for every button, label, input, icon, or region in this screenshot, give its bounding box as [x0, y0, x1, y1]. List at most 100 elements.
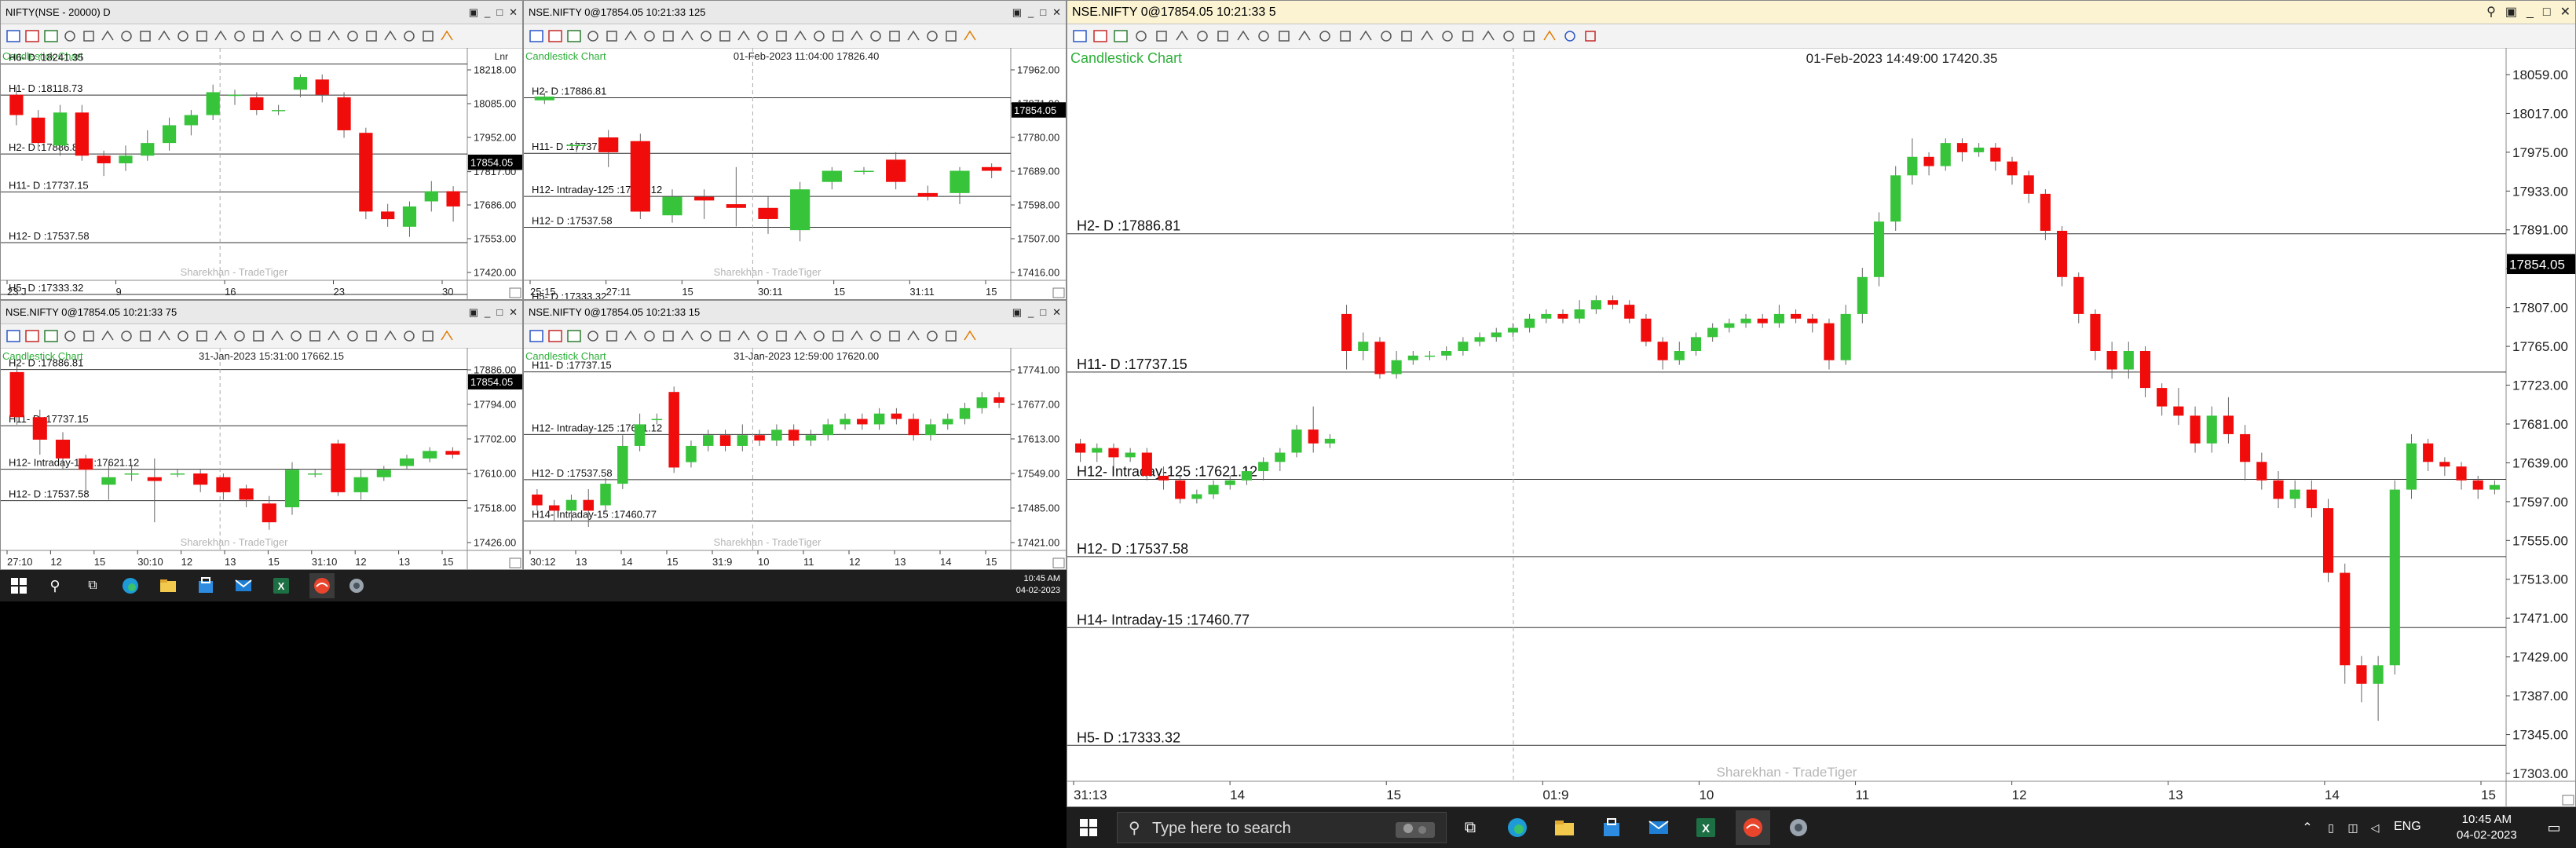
candle-down[interactable] — [548, 505, 560, 511]
toolbar-tool-icon[interactable] — [384, 30, 397, 41]
toolbar-tool-icon[interactable] — [889, 31, 900, 42]
candle-up[interactable] — [402, 206, 417, 227]
candle-down[interactable] — [331, 443, 346, 492]
toolbar-chart-icon[interactable] — [6, 330, 20, 342]
window-title-bar[interactable]: NSE.NIFTY 0@17854.05 10:21:33 125 ▣ _ □ ✕ — [524, 1, 1066, 24]
clock[interactable]: 10:45 AM 04-02-2023 — [2457, 812, 2517, 843]
tradetiger-icon[interactable] — [1736, 810, 1770, 845]
window-title-bar[interactable]: NSE.NIFTY 0@17854.05 10:21:33 5 ⚲ ▣ _ □ ✕ — [1067, 1, 2575, 24]
mail-icon[interactable] — [234, 576, 253, 595]
candle-down[interactable] — [2322, 508, 2334, 573]
store-icon[interactable] — [1601, 817, 1623, 839]
toolbar-tool-icon[interactable] — [158, 30, 170, 41]
candle-up[interactable] — [822, 424, 834, 436]
toolbar-tool-icon[interactable] — [1524, 31, 1535, 42]
candle-up[interactable] — [1940, 143, 1951, 166]
candle-down[interactable] — [857, 419, 868, 425]
candle-down[interactable] — [982, 166, 1002, 171]
toolbar-tool-icon[interactable] — [309, 331, 320, 342]
candle-down[interactable] — [726, 204, 746, 208]
candle-up[interactable] — [1724, 323, 1735, 328]
candle-up[interactable] — [662, 196, 682, 216]
candlestick-chart[interactable]: 18218.0018085.0017952.0017817.0017686.00… — [1, 48, 523, 300]
toolbar-tool-icon[interactable] — [624, 330, 637, 341]
toolbar-tool-icon[interactable] — [832, 331, 843, 342]
candle-down[interactable] — [79, 458, 93, 470]
toolbar-tool-icon[interactable] — [1503, 31, 1514, 42]
toolbar-tool-icon[interactable] — [309, 31, 320, 42]
candle-up[interactable] — [1291, 429, 1302, 453]
candle-down[interactable] — [9, 371, 24, 418]
candle-down[interactable] — [2157, 388, 2168, 407]
language-indicator[interactable]: ENG — [2394, 820, 2421, 833]
candle-up[interactable] — [423, 451, 437, 459]
maximize-icon[interactable]: □ — [1040, 306, 1047, 318]
chart-window-nifty-15[interactable]: NSE.NIFTY 0@17854.05 10:21:33 15 ▣ _ □ ✕ 17… — [523, 300, 1067, 570]
toolbar-chart-icon[interactable] — [529, 30, 543, 42]
toolbar-tool-icon[interactable] — [64, 331, 75, 342]
toolbar-tool-icon[interactable] — [1298, 30, 1311, 41]
tradetiger-icon[interactable] — [309, 573, 335, 598]
candle-down[interactable] — [2190, 415, 2201, 444]
restore-icon[interactable]: ▣ — [1012, 306, 1022, 318]
candle-down[interactable] — [1374, 342, 1385, 375]
candle-down[interactable] — [216, 477, 231, 492]
toolbar-chart-icon[interactable] — [25, 30, 39, 42]
toolbar-tool-icon[interactable] — [423, 331, 434, 342]
candle-down[interactable] — [2256, 462, 2267, 481]
mail-icon[interactable] — [1648, 817, 1670, 839]
candle-down[interactable] — [1557, 313, 1568, 319]
toolbar-tool-icon[interactable] — [814, 31, 825, 42]
candle-down[interactable] — [886, 159, 906, 182]
toolbar-tool-icon[interactable] — [889, 331, 900, 342]
candle-up[interactable] — [565, 499, 577, 511]
candle-up[interactable] — [1224, 480, 1235, 485]
candle-up[interactable] — [308, 473, 323, 475]
toolbar-tool-icon[interactable] — [140, 331, 151, 342]
toolbar-tool-icon[interactable] — [624, 30, 637, 41]
chart-corner-button[interactable] — [2562, 795, 2574, 806]
maximize-icon[interactable]: □ — [1040, 6, 1047, 18]
window-title-bar[interactable]: NSE.NIFTY 0@17854.05 10:21:33 15 ▣ _ □ ✕ — [524, 301, 1066, 324]
toolbar-tool-icon[interactable] — [644, 31, 655, 42]
candle-up[interactable] — [737, 435, 748, 446]
search-input[interactable]: ⚲ Type here to search — [1117, 812, 1447, 843]
candle-down[interactable] — [1923, 156, 1934, 166]
candle-down[interactable] — [1641, 318, 1652, 342]
toolbar-tool-icon[interactable] — [404, 31, 415, 42]
toolbar-tool-icon[interactable] — [1176, 30, 1188, 41]
toolbar-chart-icon[interactable] — [44, 330, 58, 342]
toolbar-tool-icon[interactable] — [327, 330, 340, 341]
candle-up[interactable] — [617, 445, 628, 484]
candle-down[interactable] — [239, 488, 254, 500]
toolbar-tool-icon[interactable] — [1585, 31, 1596, 42]
maximize-icon[interactable]: □ — [496, 306, 503, 318]
toolbar-tool-icon[interactable] — [927, 331, 938, 342]
toolbar-tool-icon[interactable] — [1197, 31, 1208, 42]
candle-down[interactable] — [75, 112, 89, 156]
toolbar-tool-icon[interactable] — [83, 331, 94, 342]
close-icon[interactable]: ✕ — [509, 6, 518, 18]
candle-down[interactable] — [1308, 429, 1319, 444]
candle-up[interactable] — [1873, 221, 1885, 277]
toolbar-tool-icon[interactable] — [1156, 31, 1167, 42]
chart-corner-button[interactable] — [509, 287, 521, 298]
excel-icon[interactable]: X — [272, 576, 291, 595]
minimize-icon[interactable]: _ — [485, 6, 491, 18]
candle-up[interactable] — [1590, 300, 1601, 310]
candle-up[interactable] — [942, 419, 953, 425]
candle-down[interactable] — [917, 192, 938, 197]
toolbar-tool-icon[interactable] — [1564, 31, 1575, 42]
toolbar-tool-icon[interactable] — [587, 331, 598, 342]
chart-corner-button[interactable] — [1052, 287, 1065, 298]
candle-up[interactable] — [534, 97, 554, 101]
window-title-bar[interactable]: NIFTY(NSE - 20000) D ▣ _ □ ✕ — [1, 1, 522, 24]
close-icon[interactable]: ✕ — [509, 306, 518, 318]
candle-down[interactable] — [2240, 433, 2251, 462]
toolbar-tool-icon[interactable] — [851, 30, 863, 41]
toolbar-chart-icon[interactable] — [548, 330, 562, 342]
toolbar-chart-icon[interactable] — [1093, 30, 1107, 42]
toolbar-tool-icon[interactable] — [964, 30, 976, 41]
maximize-icon[interactable]: □ — [2542, 5, 2551, 19]
toolbar-tool-icon[interactable] — [870, 31, 881, 42]
